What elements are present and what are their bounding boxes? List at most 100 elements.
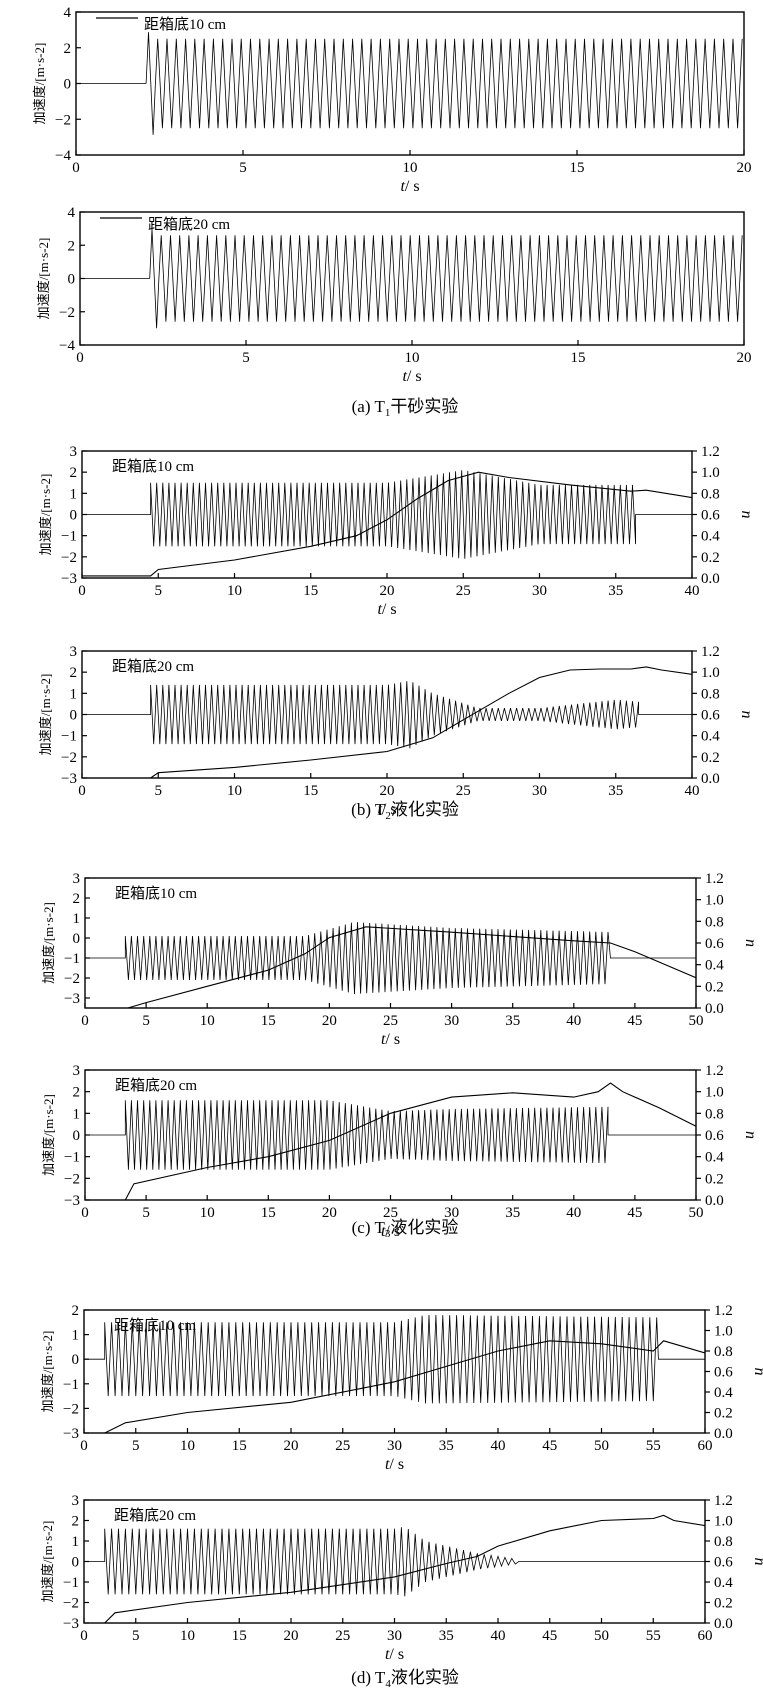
- y-axis-label: 加速度/[m·s-2]: [36, 238, 51, 320]
- y-tick-label: 0: [72, 1352, 80, 1368]
- acceleration-trace: [84, 1527, 705, 1597]
- y2-tick-label: 0.6: [701, 708, 720, 724]
- y-tick-label: 4: [68, 205, 76, 221]
- x-axis-label: t/ s: [402, 368, 421, 385]
- x-tick-label: 20: [322, 1205, 337, 1221]
- legend-label: 距箱底10 cm: [115, 885, 197, 902]
- chart-c-bottom: 0 5 10 15 20 25 30 35 40 45 50 −3 −2 −1 0 1 2 3 0.0 0.2 0.4 0…: [41, 1063, 759, 1240]
- x-tick-label: 25: [383, 1205, 398, 1221]
- x-tick-label: 15: [303, 583, 318, 599]
- x-tick-label: 20: [380, 583, 395, 599]
- y2-tick-label: 1.2: [714, 1493, 733, 1509]
- x-tick-label: 40: [566, 1205, 581, 1221]
- series-group: [82, 666, 692, 778]
- y-tick-label: −1: [63, 1575, 79, 1591]
- y2-tick-label: 0.2: [705, 1171, 724, 1187]
- x-tick-label: 0: [80, 1628, 88, 1644]
- y-axis-label: 加速度/[m·s-2]: [32, 43, 47, 125]
- x-tick-label: 5: [132, 1438, 140, 1454]
- y2-axis-label: n: [738, 711, 755, 719]
- y2-tick-label: 1.2: [705, 1063, 724, 1079]
- y-tick-label: 0: [64, 77, 72, 93]
- acceleration-trace: [84, 1314, 705, 1404]
- x-tick-label: 20: [737, 350, 752, 366]
- x-tick-label: 40: [685, 783, 700, 799]
- series-group: [76, 32, 743, 135]
- y-tick-label: −3: [63, 1426, 79, 1442]
- x-tick-label: 0: [72, 160, 80, 176]
- y2-tick-label: 0.4: [705, 958, 724, 974]
- series-group: [84, 1514, 705, 1623]
- chart-d-top: 0 5 10 15 20 25 30 35 40 45 50 55 60 −3 −2 −1 0 1 2 0.0 0.2 0…: [40, 1303, 763, 1473]
- series-group: [80, 228, 743, 329]
- x-tick-label: 0: [78, 783, 86, 799]
- y2-tick-label: 1.0: [705, 893, 724, 909]
- y2-tick-label: 0.0: [714, 1426, 733, 1442]
- x-tick-label: 20: [380, 783, 395, 799]
- x-tick-label: 5: [142, 1013, 150, 1029]
- x-tick-label: 5: [155, 583, 163, 599]
- x-tick-label: 40: [685, 583, 700, 599]
- y-tick-label: 1: [72, 1534, 80, 1550]
- y-tick-label: 2: [72, 1303, 80, 1319]
- y2-tick-label: 1.0: [705, 1085, 724, 1101]
- x-tick-label: 45: [542, 1628, 557, 1644]
- y2-tick-label: 0.0: [705, 1001, 724, 1017]
- x-tick-label: 30: [387, 1628, 402, 1644]
- acceleration-trace: [80, 228, 743, 329]
- x-tick-label: 20: [284, 1628, 299, 1644]
- series-group: [82, 470, 692, 577]
- y2-axis-label: n: [742, 1131, 759, 1139]
- y-tick-label: 0: [72, 1555, 80, 1571]
- pore-pressure-curve: [82, 471, 692, 577]
- y-tick-label: 2: [73, 1085, 81, 1101]
- y-axis-label: 加速度/[m·s-2]: [38, 674, 53, 756]
- y-tick-label: 2: [68, 238, 76, 254]
- legend-label: 距箱底20 cm: [148, 216, 230, 233]
- chart-c-top: 0 5 10 15 20 25 30 35 40 45 50 −3 −2 −1 0 1 2 3 0.0 0.2 0.4 0…: [41, 871, 759, 1048]
- pore-pressure-curve: [104, 1340, 705, 1433]
- y-tick-label: 2: [73, 891, 81, 907]
- x-tick-label: 0: [76, 350, 84, 366]
- y-tick-label: −2: [59, 305, 75, 321]
- x-tick-label: 0: [80, 1438, 88, 1454]
- y2-tick-label: 0.0: [701, 571, 720, 587]
- y2-tick-label: 1.2: [714, 1303, 733, 1319]
- y-tick-label: 1: [73, 1106, 81, 1122]
- x-tick-label: 35: [608, 783, 623, 799]
- x-tick-label: 10: [227, 583, 242, 599]
- y-tick-label: −1: [61, 729, 77, 745]
- pore-pressure-curve: [104, 1514, 705, 1623]
- x-axis-label: t/ s: [385, 1456, 404, 1473]
- y-tick-label: −3: [63, 1616, 79, 1632]
- y-tick-label: 0: [73, 1128, 81, 1144]
- y-tick-label: 1: [70, 486, 78, 502]
- y2-tick-label: 0.4: [701, 529, 720, 545]
- pore-pressure-curve: [127, 926, 696, 1008]
- y-tick-label: 1: [72, 1328, 80, 1344]
- x-tick-label: 25: [456, 583, 471, 599]
- y2-axis-label: n: [751, 1368, 763, 1376]
- x-tick-label: 35: [439, 1438, 454, 1454]
- legend-label: 距箱底20 cm: [114, 1507, 196, 1524]
- y2-tick-label: 0.0: [701, 771, 720, 787]
- y2-axis-label: n: [742, 939, 759, 947]
- y2-tick-label: 0.8: [701, 486, 720, 502]
- pore-pressure-curve: [82, 666, 692, 778]
- y2-tick-label: 0.2: [714, 1406, 733, 1422]
- y-tick-label: 0: [70, 508, 78, 524]
- y-axis-label: 加速度/[m·s-2]: [40, 1521, 55, 1603]
- x-tick-label: 10: [403, 160, 418, 176]
- x-tick-label: 30: [532, 783, 547, 799]
- x-tick-label: 10: [200, 1013, 215, 1029]
- y2-tick-label: 0.6: [701, 508, 720, 524]
- chart-a-top: 0 5 10 15 20 −4 −2 0 2 4 t/ s 加速度/[m·s-2] 距箱底10 cm: [32, 5, 752, 195]
- x-tick-label: 35: [505, 1205, 520, 1221]
- x-axis-label: t/ s: [377, 601, 396, 618]
- x-axis-label: t/ s: [385, 1646, 404, 1663]
- series-group: [84, 1314, 705, 1433]
- y2-tick-label: 1.0: [701, 665, 720, 681]
- y2-tick-label: 0.2: [714, 1596, 733, 1612]
- y2-tick-label: 1.0: [714, 1324, 733, 1340]
